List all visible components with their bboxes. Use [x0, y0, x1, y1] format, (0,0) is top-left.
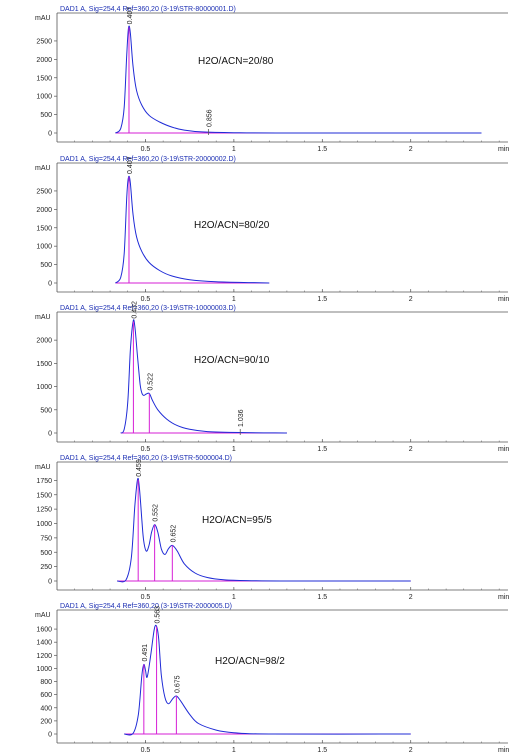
x-tick-label: 1.5 [317, 594, 327, 601]
panel-header: DAD1 A, Sig=254,4 Ref=360,20 (3-19\STR-1… [60, 305, 236, 312]
x-tick-label: 2 [409, 594, 413, 601]
chromatogram-trace [117, 477, 411, 583]
y-axis-unit: mAU [35, 15, 51, 22]
x-tick-label: 0.5 [141, 446, 151, 453]
x-tick-label: 1 [232, 446, 236, 453]
peak-label: 0.491 [142, 644, 149, 662]
condition-label: H2O/ACN=20/80 [198, 56, 274, 67]
x-axis-unit: min [498, 296, 509, 303]
y-tick-label: 2000 [36, 57, 52, 64]
y-tick-label: 500 [40, 550, 52, 557]
y-tick-label: 1500 [36, 75, 52, 82]
peak-label: 0.552 [153, 504, 160, 522]
y-tick-label: 2500 [36, 38, 52, 45]
peak-label: 0.563 [155, 606, 162, 624]
y-tick-label: 400 [40, 705, 52, 712]
x-tick-label: 0.5 [141, 146, 151, 153]
y-tick-label: 0 [48, 431, 52, 438]
chromatogram-trace [115, 175, 270, 284]
x-tick-label: 2 [409, 146, 413, 153]
y-axis-unit: mAU [35, 165, 51, 172]
panel-header: DAD1 A, Sig=254,4 Ref=360,20 (3-19\STR-2… [60, 156, 236, 163]
peak-label: 0.432 [131, 301, 138, 319]
condition-label: H2O/ACN=80/20 [194, 220, 270, 231]
y-tick-label: 2000 [36, 207, 52, 214]
x-tick-label: 2 [409, 446, 413, 453]
y-tick-label: 500 [40, 112, 52, 119]
x-tick-label: 1 [232, 296, 236, 303]
chromatogram-panel-4: DAD1 A, Sig=254,4 Ref=360,20 (3-19\STR-5… [35, 455, 509, 601]
panel-header: DAD1 A, Sig=254,4 Ref=360,20 (3-19\STR-2… [60, 603, 232, 610]
x-tick-label: 1.5 [317, 146, 327, 153]
y-tick-label: 1600 [36, 627, 52, 634]
condition-label: H2O/ACN=98/2 [215, 656, 285, 667]
y-tick-label: 1500 [36, 492, 52, 499]
peak-label: 0.407 [127, 156, 134, 174]
x-axis-unit: min [498, 594, 509, 601]
y-tick-label: 250 [40, 564, 52, 571]
y-tick-label: 0 [48, 732, 52, 739]
x-tick-label: 1.5 [317, 747, 327, 754]
y-tick-label: 800 [40, 679, 52, 686]
y-tick-label: 1000 [36, 521, 52, 528]
peak-label: 0.652 [170, 525, 177, 543]
y-tick-label: 0 [48, 281, 52, 288]
y-tick-label: 1500 [36, 361, 52, 368]
x-tick-label: 1 [232, 146, 236, 153]
y-tick-label: 750 [40, 535, 52, 542]
y-axis-unit: mAU [35, 464, 51, 471]
x-axis-unit: min [498, 146, 509, 153]
y-tick-label: 500 [40, 262, 52, 269]
y-tick-label: 2500 [36, 188, 52, 195]
peak-label: 0.459 [136, 459, 143, 477]
chromatogram-trace [120, 319, 287, 434]
y-tick-label: 1750 [36, 478, 52, 485]
condition-label: H2O/ACN=95/5 [202, 515, 272, 526]
y-tick-label: 1500 [36, 225, 52, 232]
peak-label: 0.522 [147, 373, 154, 391]
x-axis-unit: min [498, 747, 509, 754]
peak-label: 1.036 [238, 409, 245, 427]
x-tick-label: 1 [232, 594, 236, 601]
chromatogram-panel-3: DAD1 A, Sig=254,4 Ref=360,20 (3-19\STR-1… [35, 301, 509, 453]
y-tick-label: 1250 [36, 507, 52, 514]
y-tick-label: 0 [48, 131, 52, 138]
y-axis-unit: mAU [35, 314, 51, 321]
x-axis-unit: min [498, 446, 509, 453]
y-tick-label: 0 [48, 579, 52, 586]
chromatogram-trace [124, 624, 411, 736]
x-tick-label: 0.5 [141, 594, 151, 601]
chromatogram-panel-5: DAD1 A, Sig=254,4 Ref=360,20 (3-19\STR-2… [35, 603, 509, 754]
chromatogram-panel-2: DAD1 A, Sig=254,4 Ref=360,20 (3-19\STR-2… [35, 156, 509, 303]
peak-label: 0.407 [127, 7, 134, 25]
y-tick-label: 500 [40, 407, 52, 414]
y-axis-unit: mAU [35, 612, 51, 619]
panel-header: DAD1 A, Sig=254,4 Ref=360,20 (3-19\STR-8… [60, 6, 236, 13]
peak-label: 0.856 [206, 109, 213, 127]
x-tick-label: 0.5 [141, 747, 151, 754]
y-tick-label: 1000 [36, 244, 52, 251]
peak-label: 0.675 [174, 675, 181, 693]
x-tick-label: 2 [409, 747, 413, 754]
chromatogram-panel-1: DAD1 A, Sig=254,4 Ref=360,20 (3-19\STR-8… [35, 6, 509, 153]
chromatogram-trace [115, 25, 482, 134]
x-tick-label: 0.5 [141, 296, 151, 303]
panel-header: DAD1 A, Sig=254,4 Ref=360,20 (3-19\STR-5… [60, 455, 232, 462]
x-tick-label: 1.5 [317, 446, 327, 453]
y-tick-label: 600 [40, 692, 52, 699]
x-tick-label: 2 [409, 296, 413, 303]
y-tick-label: 200 [40, 718, 52, 725]
y-tick-label: 1400 [36, 640, 52, 647]
y-tick-label: 1000 [36, 94, 52, 101]
y-tick-label: 1200 [36, 653, 52, 660]
x-tick-label: 1 [232, 747, 236, 754]
condition-label: H2O/ACN=90/10 [194, 355, 270, 366]
y-tick-label: 1000 [36, 666, 52, 673]
y-tick-label: 1000 [36, 384, 52, 391]
x-tick-label: 1.5 [317, 296, 327, 303]
y-tick-label: 2000 [36, 338, 52, 345]
